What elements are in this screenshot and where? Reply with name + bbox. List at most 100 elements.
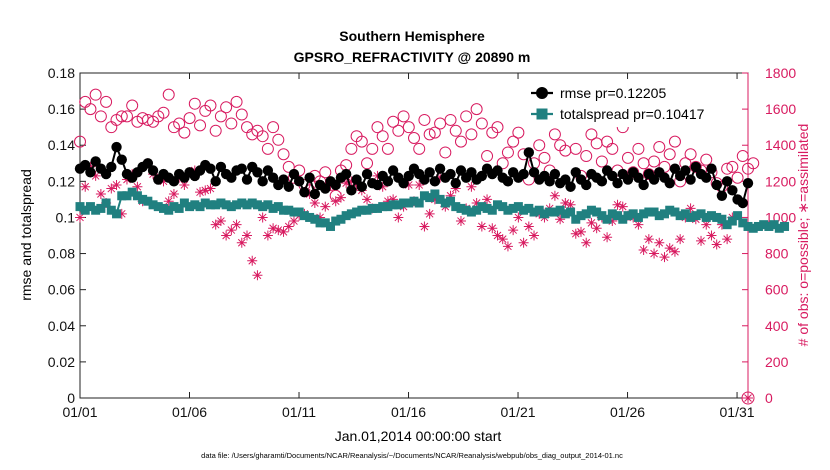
x-tick-label: 01/31: [720, 404, 755, 420]
rmse-point: [664, 177, 675, 189]
x-tick-label: 01/26: [610, 404, 645, 420]
totalspread-point: [654, 211, 664, 221]
rmse-point: [716, 190, 728, 201]
possible-obs-point: [434, 117, 447, 130]
totalspread-point: [101, 198, 111, 208]
rmse-point: [361, 168, 373, 180]
totalspread-point: [503, 205, 513, 215]
y-tick-label-right: 1200: [765, 173, 796, 189]
x-tick-label: 01/21: [501, 404, 536, 420]
rmse-point: [215, 161, 227, 173]
rmse-point: [685, 174, 696, 185]
possible-obs-point: [439, 146, 452, 159]
assimilated-obs-point: [502, 241, 513, 252]
totalspread-point: [221, 200, 231, 210]
possible-obs-point: [585, 128, 598, 141]
rmse-point: [372, 179, 383, 191]
totalspread-point: [560, 209, 570, 219]
y-tick-label-left: 0: [67, 390, 75, 406]
rmse-point: [450, 177, 461, 189]
totalspread-point: [571, 214, 581, 224]
y-tick-label-right: 400: [765, 318, 789, 334]
possible-obs-point: [162, 88, 175, 101]
rmse-point: [210, 176, 221, 187]
assimilated-obs-point: [523, 221, 534, 232]
assimilated-obs-point: [320, 201, 331, 212]
rmse-point: [262, 165, 274, 176]
totalspread-point: [226, 202, 236, 212]
totalspread-point: [691, 211, 701, 221]
assimilated-obs-point: [262, 230, 273, 241]
rmse-point: [711, 179, 722, 191]
assimilated-obs-point: [158, 176, 169, 187]
rmse-point: [721, 176, 733, 187]
rmse-point: [293, 176, 305, 187]
totalspread-point: [456, 203, 466, 213]
totalspread-point: [138, 194, 148, 204]
totalspread-point: [320, 218, 330, 228]
rmse-point: [356, 181, 368, 192]
totalspread-point: [315, 218, 325, 228]
totalspread-point: [112, 209, 122, 219]
possible-obs-point: [402, 121, 415, 134]
totalspread-point: [404, 198, 414, 208]
possible-obs-point: [475, 117, 488, 130]
totalspread-point: [555, 205, 565, 215]
totalspread-point: [367, 203, 377, 213]
totalspread-point: [200, 198, 210, 208]
assimilated-obs-point: [633, 219, 644, 230]
rmse-point: [429, 176, 441, 187]
assimilated-obs-point: [612, 199, 623, 210]
rmse-point: [638, 179, 649, 191]
rmse-point: [680, 165, 691, 176]
assimilated-obs-point: [487, 223, 498, 234]
rmse-point: [419, 174, 430, 185]
y-tick-label-right: 1800: [765, 65, 796, 81]
totalspread-point: [487, 205, 497, 215]
totalspread-point: [289, 207, 299, 217]
rmse-point: [690, 161, 702, 173]
possible-obs-point: [282, 160, 295, 173]
possible-obs-point: [721, 162, 734, 175]
rmse-point: [252, 167, 263, 178]
totalspread-point: [153, 202, 163, 212]
totalspread-point: [132, 191, 142, 201]
assimilated-obs-point: [252, 270, 263, 281]
totalspread-point: [179, 198, 189, 208]
totalspread-point: [106, 205, 116, 215]
totalspread-point: [686, 212, 696, 222]
possible-obs-point: [194, 119, 207, 132]
assimilated-obs-point: [90, 170, 101, 181]
assimilated-obs-point: [247, 255, 258, 266]
possible-obs-point: [256, 130, 269, 143]
possible-obs-point: [684, 148, 697, 161]
assimilated-obs-point: [215, 216, 226, 227]
possible-obs-point: [94, 110, 107, 123]
totalspread-point: [143, 196, 153, 206]
plot-area: 01/01 01/06 01/11 01/16 01/21 01/26 01/31 0 0.02…: [48, 65, 797, 420]
totalspread-point: [472, 205, 482, 215]
assimilated-obs-point: [492, 230, 503, 241]
rmse-point: [565, 181, 576, 192]
assimilated-obs-point: [205, 183, 216, 194]
totalspread-point: [263, 200, 273, 210]
totalspread-point: [284, 205, 294, 215]
assimilated-obs-point: [497, 234, 508, 245]
totalspread-point: [357, 205, 367, 215]
assimilated-obs-point: [669, 246, 680, 257]
totalspread-point: [618, 214, 628, 224]
possible-obs-point: [79, 95, 92, 108]
assimilated-obs-point: [617, 201, 628, 212]
rmse-point: [257, 176, 268, 187]
possible-obs-point: [637, 157, 650, 170]
assimilated-obs-point: [315, 212, 326, 223]
assimilated-obs-point: [278, 226, 289, 237]
y-tick-label-right: 800: [765, 246, 789, 262]
assimilated-obs-point: [649, 248, 660, 259]
rmse-point: [340, 168, 352, 180]
totalspread-point: [722, 220, 732, 230]
rmse-point: [100, 168, 112, 180]
assimilated-obs-point: [429, 194, 440, 205]
totalspread-point: [425, 193, 435, 203]
